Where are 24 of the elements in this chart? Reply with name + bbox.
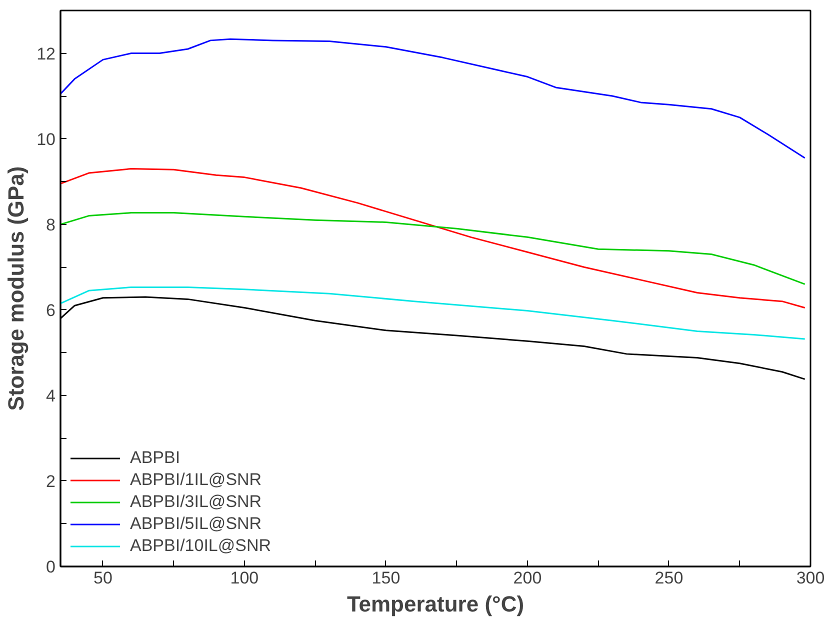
x-axis-title: Temperature (°C) (346, 592, 524, 616)
y-tick-label: 4 (46, 386, 56, 406)
legend-label: ABPBI/3IL@SNR (130, 492, 262, 512)
y-tick-label: 12 (36, 44, 56, 64)
x-tick-label: 250 (654, 568, 684, 588)
y-tick-label: 2 (46, 472, 56, 491)
line-series (60, 38, 806, 159)
legend-label: ABPBI (130, 448, 180, 468)
x-tick-label: 300 (796, 568, 825, 588)
y-tick-label: 6 (46, 300, 56, 320)
legend-label: ABPBI/10IL@SNR (130, 536, 272, 556)
y-tick-label: 10 (36, 130, 56, 149)
y-tick-label: 0 (46, 558, 56, 576)
line-series (60, 286, 806, 340)
line-series (60, 168, 806, 308)
y-axis-title: Storage modulus (GPa) (4, 166, 29, 411)
legend-label: ABPBI/1IL@SNR (130, 470, 262, 490)
legend-label: ABPBI/5IL@SNR (130, 514, 262, 534)
x-tick-label: 150 (372, 568, 400, 588)
x-tick-label: 100 (230, 568, 259, 588)
x-tick-label: 200 (513, 568, 542, 588)
y-tick-label: 8 (46, 215, 56, 234)
line-series (60, 212, 806, 285)
x-tick-label: 50 (94, 568, 112, 588)
